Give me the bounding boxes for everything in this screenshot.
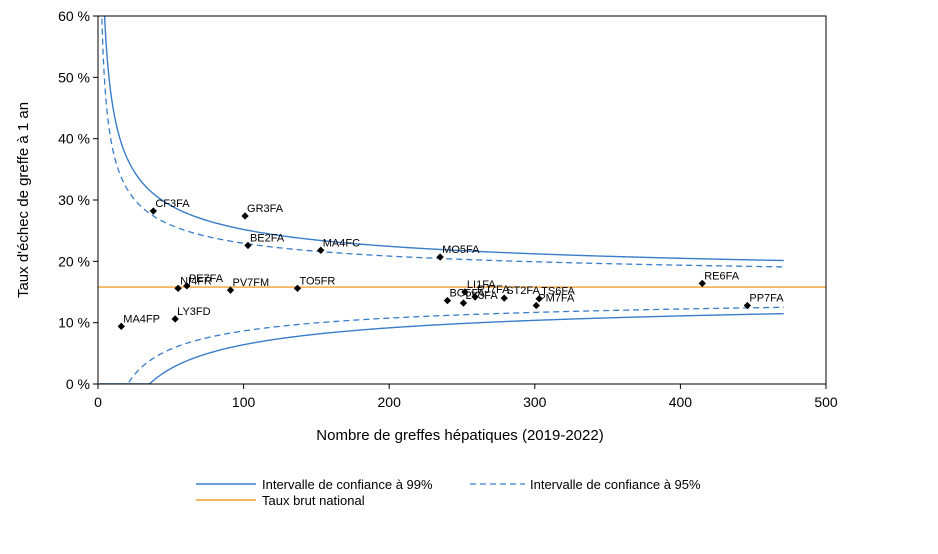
ci99-upper-line [103, 16, 784, 262]
data-point [174, 284, 182, 292]
y-tick-label: 60 % [58, 8, 90, 24]
data-point [317, 246, 325, 254]
point-label: MA4FP [123, 313, 160, 325]
y-tick-label: 0 % [66, 376, 90, 392]
data-point [743, 301, 752, 310]
ci99-lower-line [99, 312, 784, 384]
point-label: GR3FA [247, 203, 284, 215]
point-label: TS6FA [541, 286, 575, 298]
data-point [117, 322, 125, 331]
point-label: TO5FR [299, 275, 335, 287]
y-axis-title: Taux d'échec de greffe à 1 an [15, 102, 32, 298]
data-point [461, 288, 469, 296]
data-point [241, 212, 249, 220]
y-tick-label: 10 % [58, 315, 90, 331]
point-label: MA4FC [323, 237, 360, 249]
ci95-upper-line [101, 16, 784, 268]
point-label: CF3FA [155, 198, 190, 210]
data-point [171, 315, 179, 323]
point-label: PV7FM [232, 277, 269, 289]
plot-frame [97, 15, 827, 385]
point-label: PE7FA [189, 273, 224, 285]
data-point [443, 296, 452, 305]
x-axis-title: Nombre de greffes hépatiques (2019-2022) [316, 427, 603, 444]
data-point [436, 253, 444, 261]
point-label: LI1FA [467, 279, 496, 291]
y-tick-label: 40 % [58, 131, 90, 147]
data-point [183, 282, 191, 290]
point-label: BE2FA [250, 232, 285, 244]
plot-area [98, 16, 826, 384]
x-tick-label: 400 [669, 394, 693, 410]
x-tick-label: 200 [378, 394, 402, 410]
y-tick-label: 30 % [58, 192, 90, 208]
point-label: PM7FA [538, 292, 575, 304]
data-point [459, 299, 468, 307]
x-tick-label: 0 [94, 394, 102, 410]
point-label: RE6FA [704, 270, 740, 282]
data-point [698, 279, 706, 288]
data-point [244, 241, 252, 250]
legend-label-ci99: Intervalle de confiance à 99% [262, 477, 433, 492]
ci95-lower-line [99, 306, 784, 384]
y-tick-label: 50 % [58, 69, 90, 85]
x-tick-label: 500 [814, 394, 838, 410]
point-label: ST2FA [506, 285, 540, 297]
data-point [471, 293, 479, 301]
x-tick-label: 100 [232, 394, 256, 410]
point-label: MO5FA [442, 244, 480, 256]
data-point [500, 294, 508, 302]
legend: Intervalle de confiance à 99% Intervalle … [196, 477, 701, 508]
legend-label-national: Taux brut national [262, 493, 365, 508]
point-label: NI4FR [180, 275, 212, 287]
point-label: LY3FD [177, 306, 210, 318]
axes: 0 100 200 300 400 500 0 % 10 % 20 % 30 % 40 % 50 % 6… [58, 8, 838, 410]
x-tick-label: 300 [523, 394, 547, 410]
data-point [532, 301, 540, 310]
data-point [293, 284, 302, 292]
point-label: PJ7FA [477, 284, 510, 296]
data-point [535, 295, 543, 303]
point-label: PP7FA [749, 292, 784, 304]
data-point [226, 286, 235, 294]
legend-label-ci95: Intervalle de confiance à 95% [530, 477, 701, 492]
y-tick-label: 20 % [58, 253, 90, 269]
